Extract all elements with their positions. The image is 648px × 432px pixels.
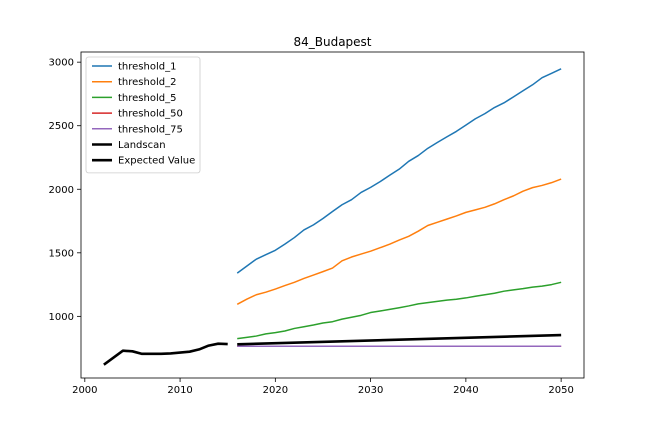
legend-label-threshold-50: threshold_50 [118, 109, 183, 120]
legend-label-threshold-2: threshold_2 [118, 77, 176, 88]
legend-label-landscan: Landscan [118, 140, 166, 151]
x-tick-label: 2030 [358, 385, 383, 396]
y-tick-label: 3000 [49, 58, 74, 69]
chart-title: 84_Budapest [293, 35, 371, 49]
legend: threshold_1 threshold_2 threshold_5thresho… [85, 56, 201, 174]
plot-frame [80, 51, 585, 379]
y-tick-label: 2000 [49, 185, 74, 196]
series-line-threshold-5 [237, 281, 562, 340]
y-tick-label: 1500 [49, 248, 74, 259]
x-tick-label: 2010 [167, 385, 192, 396]
x-tick-label: 2020 [263, 385, 288, 396]
series-line-threshold-1 [236, 68, 562, 274]
legend-box [85, 56, 201, 174]
x-tick-label: 2000 [72, 385, 97, 396]
series-line-expected-value [237, 333, 562, 346]
series-line-landscan [103, 342, 228, 366]
legend-label-threshold-5: threshold_5 [118, 93, 176, 104]
legend-label-threshold-1: threshold_1 [118, 62, 176, 73]
y-tick-label: 1000 [49, 312, 74, 323]
x-axis: 2000 2010 2020 2030 2040 2050 [72, 378, 574, 396]
legend-label-expected-value: Expected Value [118, 156, 195, 167]
legend-label-threshold-75: threshold_75 [118, 124, 183, 135]
x-tick-label: 2040 [453, 385, 478, 396]
y-tick-label: 2500 [49, 121, 74, 132]
x-tick-label: 2050 [548, 385, 573, 396]
series-line-threshold-2 [236, 178, 562, 305]
series-layer [103, 68, 562, 366]
y-axis: 1000 1500 2000 2500 3000 [49, 58, 81, 323]
